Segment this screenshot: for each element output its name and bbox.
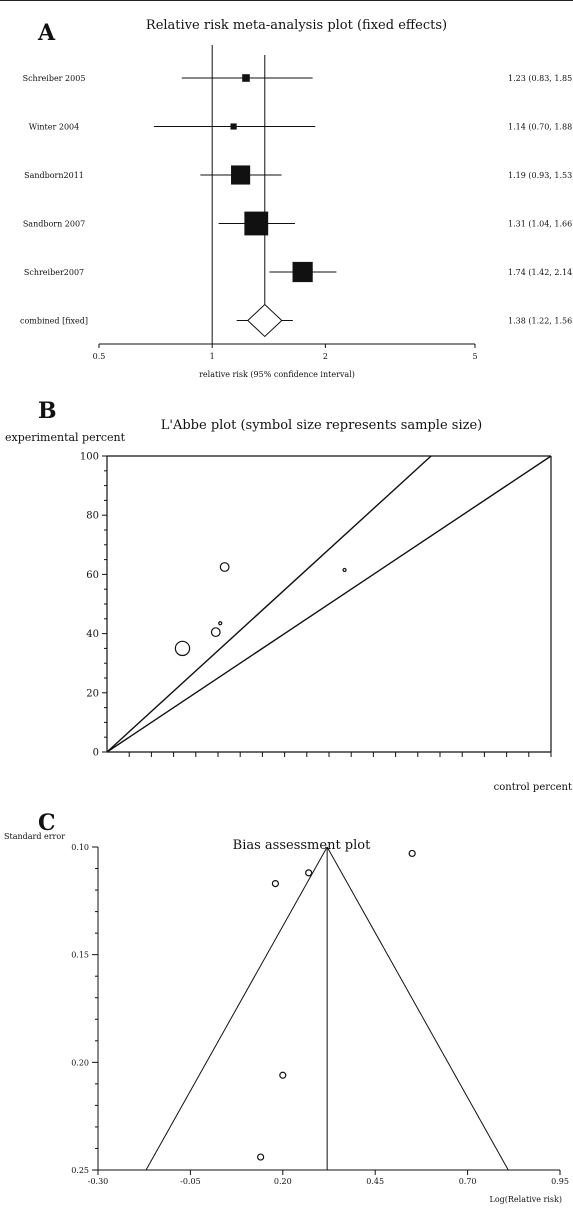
study-point-4: [257, 1153, 265, 1161]
study-square-2: [231, 165, 251, 185]
study-label-0: Schreiber 2005: [23, 74, 86, 83]
combined-diamond: [247, 303, 283, 338]
combined-label: combined [fixed]: [20, 317, 88, 326]
combined-ci-label: 1.38 (1.22, 1.56): [508, 317, 573, 326]
x-tick-label-2: 2: [323, 352, 328, 361]
study-point-2: [218, 621, 223, 626]
labbe-plot: experimental percent control percent 0 20 40…: [5, 431, 572, 793]
study-point-3: [279, 1071, 287, 1079]
x-tick-label-3: 5: [472, 352, 477, 361]
study-square-3: [244, 211, 269, 236]
y-tick-label-1: 0.15: [71, 951, 89, 960]
top-border-line: [0, 0, 573, 1]
x-tick-label-2: 0.20: [274, 1177, 292, 1186]
panel-c-letter: C: [38, 810, 56, 836]
x-axis-label: relative risk (95% confidence interval): [199, 370, 355, 379]
study-ci-label-1: 1.14 (0.70, 1.88): [508, 123, 573, 132]
study-point-2: [271, 880, 280, 888]
study-ci-label-2: 1.19 (0.93, 1.53): [508, 171, 573, 180]
y-tick-label-1: 20: [86, 688, 99, 699]
study-point-4: [174, 640, 191, 657]
study-point-0: [408, 849, 416, 858]
x-axis-label: control percent: [494, 782, 572, 793]
x-tick-label-1: -0.05: [180, 1177, 201, 1186]
panel-b-letter: B: [38, 398, 57, 424]
forest-plot-title: Relative risk meta-analysis plot (fixed …: [145, 18, 448, 33]
study-label-1: Winter 2004: [29, 123, 79, 132]
x-tick-label-0: -0.30: [88, 1177, 109, 1186]
y-tick-label-5: 100: [80, 452, 99, 463]
x-tick-label-0: 0.5: [93, 352, 106, 361]
bias-plot-title: Bias assessment plot: [232, 838, 371, 853]
study-square-4: [292, 261, 313, 283]
y-tick-label-0: 0.10: [71, 843, 89, 852]
x-tick-label-5: 0.95: [551, 1177, 569, 1186]
study-square-1: [230, 123, 237, 130]
reference-line-0: [106, 455, 552, 753]
y-tick-label-3: 0.25: [71, 1166, 89, 1175]
study-label-3: Sandborn 2007: [23, 220, 85, 229]
labbe-plot-title: L'Abbe plot (symbol size represents samp…: [160, 418, 483, 433]
x-tick-label-4: 0.70: [459, 1177, 477, 1186]
study-label-2: Sandborn2011: [24, 171, 84, 180]
x-tick-label-3: 0.45: [366, 1177, 384, 1186]
panel-a-letter: A: [38, 20, 56, 46]
funnel-right-line: [326, 846, 509, 1171]
y-tick-label-2: 40: [86, 629, 99, 640]
study-point-1: [342, 567, 347, 573]
study-point-3: [210, 627, 221, 638]
y-axis-label: Standard error: [4, 832, 65, 841]
x-axis-label: Log(Relative risk): [490, 1195, 562, 1204]
forest-plot: 0.5 1 2 5 relative risk (95% confidence inte…: [20, 45, 573, 379]
y-tick-label-2: 0.20: [71, 1058, 89, 1067]
study-ci-label-3: 1.31 (1.04, 1.66): [508, 220, 573, 229]
study-point-0: [219, 562, 230, 572]
reference-line-1: [106, 455, 432, 753]
y-tick-label-4: 80: [86, 511, 99, 522]
study-point-1: [305, 869, 313, 877]
x-tick-label-1: 1: [210, 352, 215, 361]
study-ci-label-4: 1.74 (1.42, 2.14): [508, 268, 573, 277]
funnel-plot: Standard error Log(Relative risk) 0.10 0.15…: [4, 832, 569, 1204]
study-ci-label-0: 1.23 (0.83, 1.85): [508, 74, 573, 83]
y-tick-label-3: 60: [86, 570, 99, 581]
study-label-4: Schreiber2007: [24, 268, 84, 277]
y-axis-label: experimental percent: [5, 431, 126, 444]
study-square-0: [242, 74, 250, 82]
funnel-left-line: [145, 846, 328, 1171]
y-tick-label-0: 0: [93, 748, 99, 759]
